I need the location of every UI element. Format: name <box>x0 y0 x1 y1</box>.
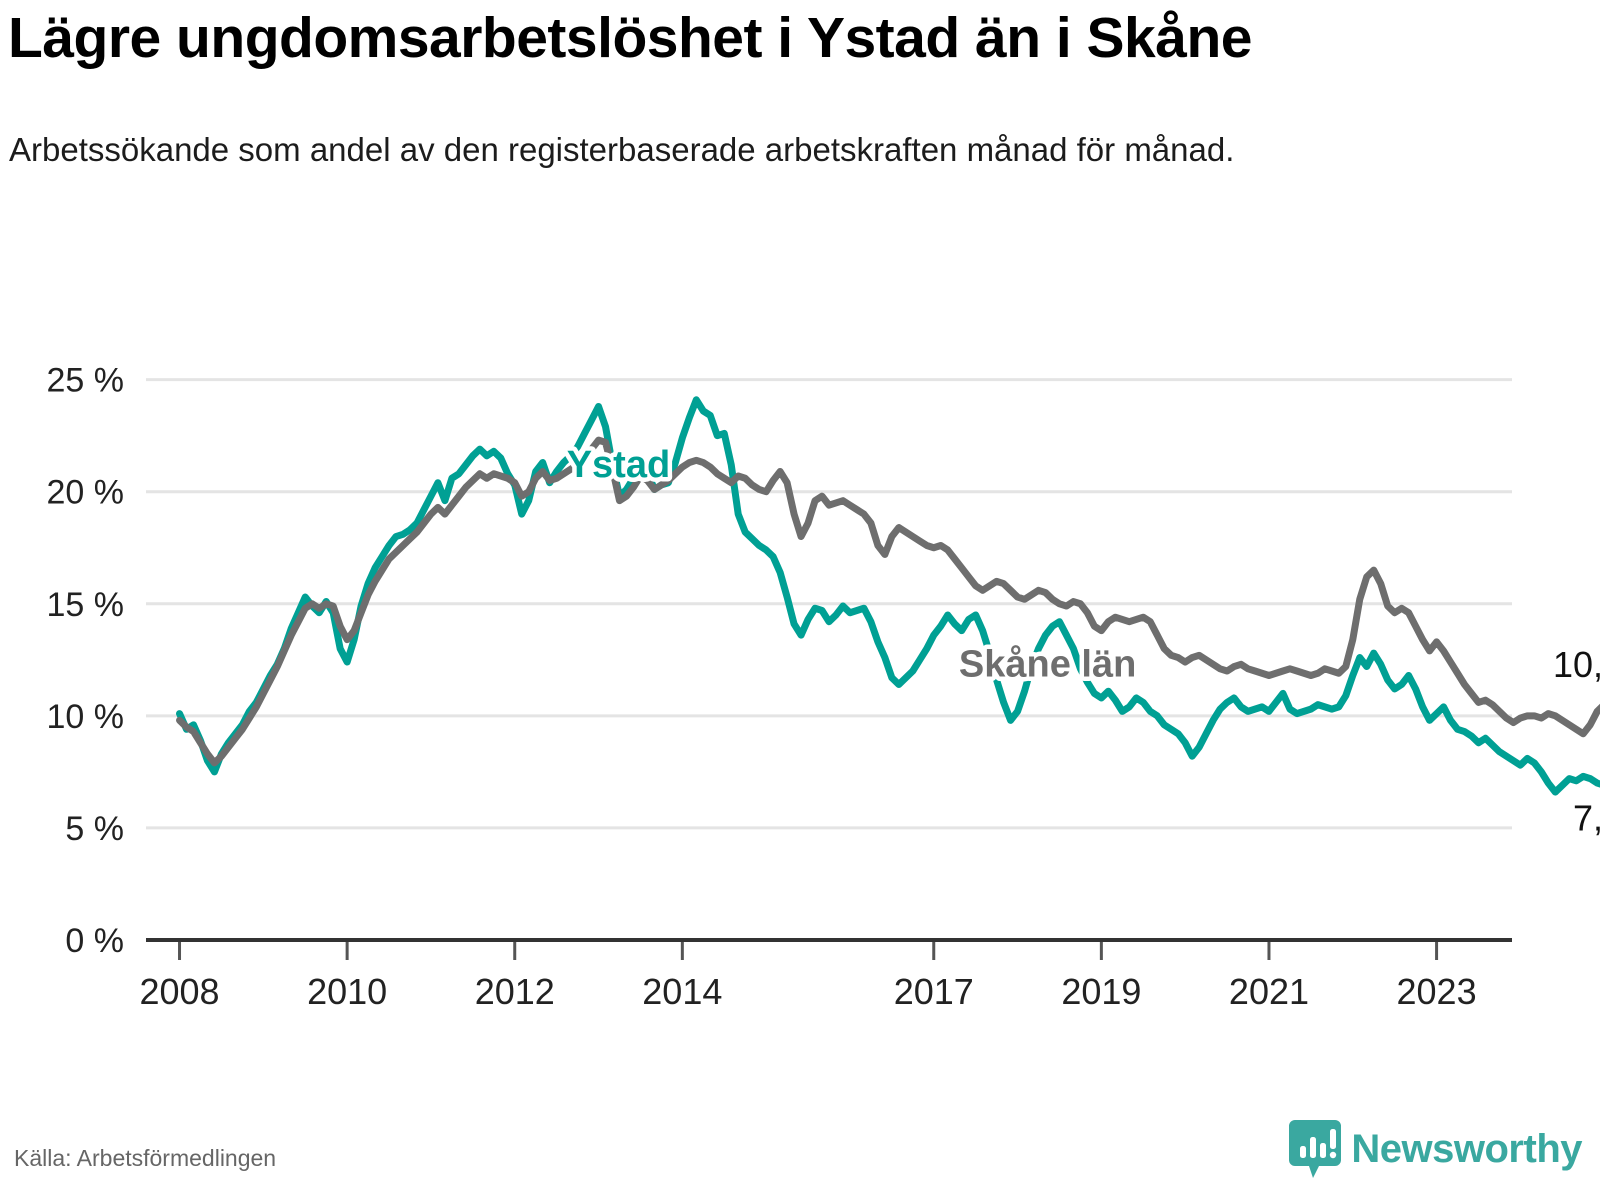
page-title: Lägre ungdomsarbetslöshet i Ystad än i S… <box>8 6 1252 70</box>
x-axis-tick-label: 2021 <box>1229 971 1309 1012</box>
y-axis-tick-label: 20 % <box>47 474 125 512</box>
x-axis-tick-label: 2014 <box>642 971 722 1012</box>
newsworthy-bubble-barchart-icon <box>1289 1120 1342 1178</box>
series-label-ystad: Ystad <box>567 444 670 486</box>
x-axis-tick-label: 2008 <box>139 971 219 1012</box>
x-axis-tick-label: 2017 <box>894 971 974 1012</box>
x-axis-tick-label: 2019 <box>1061 971 1141 1012</box>
y-axis-tick-label: 10 % <box>47 698 125 736</box>
newsworthy-logo: Newsworthy <box>1289 1118 1582 1180</box>
series-label-skane-lan: Skåne län <box>959 644 1136 686</box>
line-chart: 0 % 5 % 10 % 15 % 20 % 25 % 2008 2010 2012 2014 20… <box>47 362 1600 1012</box>
x-axis-tick-label: 2023 <box>1397 971 1477 1012</box>
y-axis-tick-label: 15 % <box>47 586 125 624</box>
brand-name: Newsworthy <box>1351 1127 1582 1171</box>
series-line-skåne-län <box>176 436 1600 767</box>
y-axis-tick-label: 25 % <box>47 362 125 400</box>
end-value-label-skane-lan-halo: 10,4 % <box>1553 644 1600 685</box>
x-axis-tick-label: 2012 <box>475 971 555 1012</box>
end-value-label-skane-lan: 10,4 % <box>1553 644 1600 685</box>
series-label-ystad-halo: Ystad <box>567 444 670 486</box>
source-note: Källa: Arbetsförmedlingen <box>14 1145 277 1171</box>
end-value-label-ystad: 7,2 % <box>1573 798 1600 839</box>
series-label-skane-lan-halo: Skåne län <box>959 644 1136 686</box>
x-axis-tick-label: 2010 <box>307 971 387 1012</box>
page-subtitle: Arbetssökande som andel av den registerb… <box>9 131 1235 168</box>
y-axis-tick-label: 0 % <box>65 922 124 960</box>
chart-footer: Källa: Arbetsförmedlingen Newsworthy <box>0 1110 1600 1200</box>
chart-container: 0 % 5 % 10 % 15 % 20 % 25 % 2008 2010 2012 2014 20… <box>0 300 1600 1020</box>
series-line-ystad <box>176 396 1600 796</box>
y-axis-tick-label: 5 % <box>65 810 124 848</box>
end-value-label-ystad-halo: 7,2 % <box>1573 798 1600 839</box>
